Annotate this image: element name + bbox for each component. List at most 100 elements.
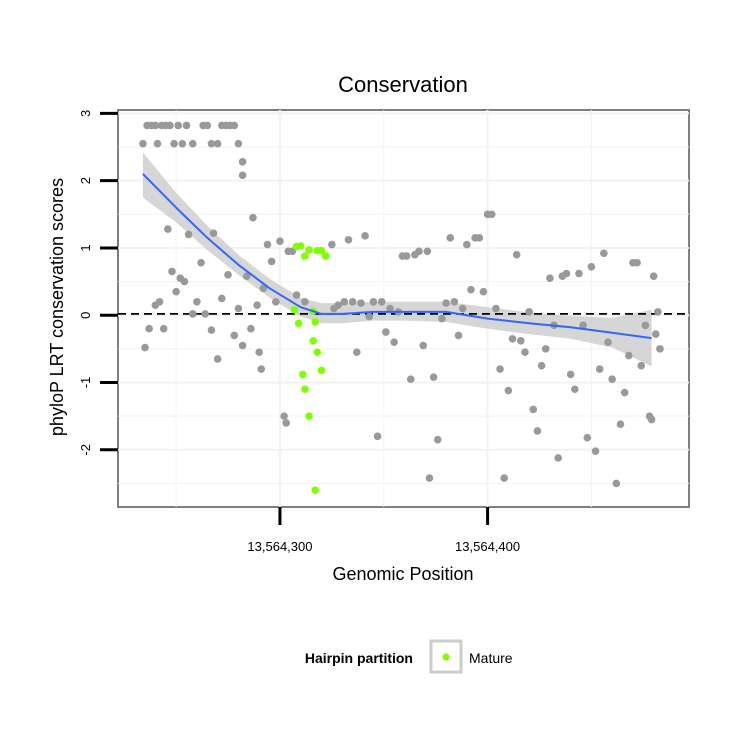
other-point [164, 225, 172, 233]
legend: Hairpin partition Mature [305, 639, 513, 674]
other-point [203, 121, 212, 130]
other-point [259, 284, 268, 293]
other-point [174, 121, 183, 130]
other-point [637, 361, 646, 370]
other-point [533, 427, 542, 435]
other-point [529, 405, 538, 414]
mature-point [298, 370, 307, 379]
other-point [612, 479, 621, 488]
other-point [479, 287, 488, 296]
other-point [382, 328, 390, 336]
other-point [377, 297, 386, 306]
other-point [423, 247, 432, 256]
other-point [429, 373, 438, 381]
other-point [267, 257, 276, 266]
other-point [604, 338, 612, 346]
x-tick-label: 13,564,400 [455, 539, 520, 554]
other-point [238, 158, 247, 166]
y-tick-label: 0 [78, 312, 93, 319]
other-point [247, 324, 255, 333]
other-point [234, 304, 243, 313]
other-point [276, 237, 284, 246]
mature-point [311, 318, 320, 326]
other-point [373, 432, 382, 441]
other-point [591, 447, 600, 455]
other-point [438, 314, 446, 323]
other-point [242, 272, 251, 281]
other-point [517, 336, 525, 345]
smooth-confidence-band [142, 152, 652, 367]
other-point [446, 234, 455, 242]
other-point [230, 121, 239, 130]
other-point [184, 230, 193, 239]
other-point [153, 139, 162, 148]
other-point [213, 355, 222, 363]
other-point [369, 297, 378, 306]
y-tick-label: 3 [78, 110, 93, 117]
other-point [433, 435, 442, 444]
y-tick-label: -1 [78, 377, 93, 389]
other-point [172, 287, 180, 296]
mature-point [317, 366, 326, 375]
other-point [608, 375, 616, 383]
y-tick-label: 2 [78, 177, 93, 184]
other-point [301, 297, 309, 306]
other-point [238, 341, 247, 350]
other-point [159, 324, 168, 333]
other-point [188, 139, 197, 148]
other-point [386, 304, 394, 313]
other-point [537, 361, 546, 370]
other-point [197, 258, 205, 267]
other-point [272, 297, 280, 306]
other-point [207, 326, 216, 334]
mature-point [290, 306, 299, 314]
mature-point [294, 319, 303, 328]
other-point [357, 299, 365, 307]
other-point [361, 232, 369, 240]
other-point [454, 331, 463, 340]
other-point [334, 301, 342, 309]
other-point [188, 310, 197, 318]
other-point [170, 139, 178, 148]
other-point [257, 365, 266, 373]
other-point [280, 412, 288, 420]
other-point [504, 386, 513, 395]
other-point [166, 121, 174, 130]
data-points [139, 121, 664, 494]
other-point [541, 345, 550, 353]
other-point [180, 277, 189, 286]
other-point [402, 252, 411, 260]
smooth-line [142, 173, 652, 340]
other-point [255, 348, 263, 357]
other-point [463, 240, 471, 249]
legend-key-mature-dot [442, 653, 450, 661]
other-point [546, 274, 554, 283]
other-point [579, 321, 587, 330]
other-point [492, 304, 500, 313]
other-point [182, 121, 191, 130]
other-point [234, 139, 243, 148]
mature-point [305, 246, 313, 254]
y-tick-label: 1 [78, 244, 93, 251]
other-point [633, 258, 641, 267]
other-point [201, 310, 210, 318]
other-point [600, 249, 608, 258]
other-point [151, 121, 160, 130]
other-point [562, 269, 571, 278]
other-point [263, 240, 272, 249]
other-point [328, 240, 336, 249]
other-point [139, 139, 147, 148]
smooth-curve [142, 173, 652, 340]
other-point [365, 312, 374, 321]
other-point [344, 236, 353, 244]
other-point [571, 385, 579, 394]
other-point [566, 370, 575, 379]
other-point [253, 301, 261, 309]
other-point [193, 297, 201, 306]
other-point [419, 341, 428, 350]
y-axis-label: phyloP LRT conservation scores [47, 178, 67, 436]
x-tick-label: 13,564,300 [247, 539, 312, 554]
confidence-band [142, 152, 652, 367]
other-point [155, 297, 164, 306]
